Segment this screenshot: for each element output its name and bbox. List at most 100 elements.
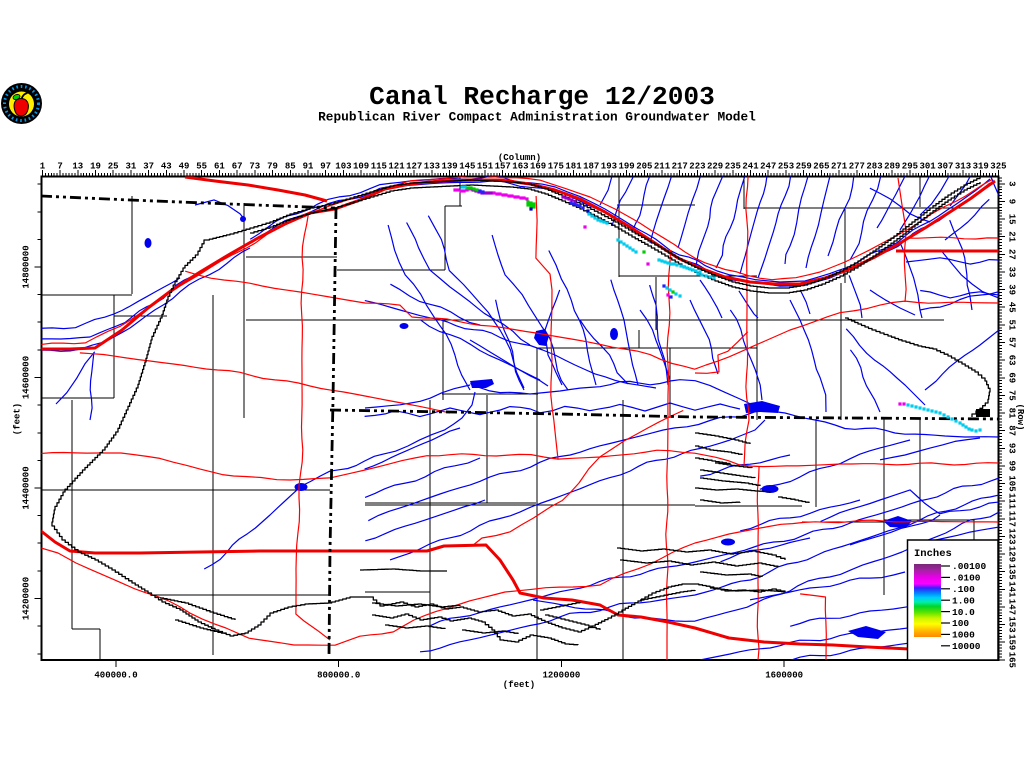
svg-text:49: 49 xyxy=(179,162,190,172)
svg-text:157: 157 xyxy=(495,162,511,172)
svg-text:800000.0: 800000.0 xyxy=(317,671,360,681)
svg-text:(feet): (feet) xyxy=(503,680,535,690)
svg-text:51: 51 xyxy=(1007,319,1017,330)
svg-text:147: 147 xyxy=(1007,599,1017,615)
svg-text:127: 127 xyxy=(406,162,422,172)
svg-text:9: 9 xyxy=(1007,199,1017,204)
svg-text:133: 133 xyxy=(424,162,440,172)
svg-text:55: 55 xyxy=(196,162,207,172)
svg-text:193: 193 xyxy=(601,162,617,172)
svg-text:313: 313 xyxy=(955,162,971,172)
svg-text:121: 121 xyxy=(388,162,405,172)
svg-text:241: 241 xyxy=(742,162,759,172)
svg-text:75: 75 xyxy=(1007,390,1017,401)
svg-text:33: 33 xyxy=(1007,267,1017,278)
svg-text:115: 115 xyxy=(371,162,387,172)
svg-text:111: 111 xyxy=(1007,493,1017,510)
svg-text:87: 87 xyxy=(1007,425,1017,436)
svg-text:37: 37 xyxy=(143,162,154,172)
svg-text:319: 319 xyxy=(973,162,989,172)
svg-text:103: 103 xyxy=(335,162,351,172)
svg-text:1: 1 xyxy=(40,162,46,172)
svg-text:85: 85 xyxy=(285,162,296,172)
svg-text:105: 105 xyxy=(1007,475,1017,491)
svg-text:217: 217 xyxy=(672,162,688,172)
svg-text:199: 199 xyxy=(618,162,634,172)
svg-text:99: 99 xyxy=(1007,460,1017,471)
svg-text:45: 45 xyxy=(1007,302,1017,313)
svg-text:39: 39 xyxy=(1007,284,1017,295)
svg-text:295: 295 xyxy=(902,162,918,172)
svg-text:21: 21 xyxy=(1007,231,1017,242)
svg-text:211: 211 xyxy=(654,162,671,172)
svg-text:135: 135 xyxy=(1007,564,1017,580)
svg-text:187: 187 xyxy=(583,162,599,172)
svg-text:139: 139 xyxy=(441,162,457,172)
svg-text:301: 301 xyxy=(919,162,936,172)
svg-text:Inches: Inches xyxy=(914,548,952,560)
svg-text:93: 93 xyxy=(1007,443,1017,454)
svg-text:247: 247 xyxy=(760,162,776,172)
svg-text:(feet): (feet) xyxy=(13,403,23,435)
svg-text:1600000: 1600000 xyxy=(765,671,803,681)
svg-text:.0100: .0100 xyxy=(952,573,981,584)
svg-text:151: 151 xyxy=(477,162,494,172)
svg-text:181: 181 xyxy=(565,162,582,172)
svg-text:283: 283 xyxy=(866,162,882,172)
svg-text:129: 129 xyxy=(1007,546,1017,562)
svg-text:223: 223 xyxy=(689,162,705,172)
svg-text:235: 235 xyxy=(725,162,741,172)
svg-text:13: 13 xyxy=(72,162,83,172)
svg-text:.100: .100 xyxy=(952,584,975,595)
svg-text:Canal Recharge 12/2003: Canal Recharge 12/2003 xyxy=(369,82,715,112)
svg-text:400000.0: 400000.0 xyxy=(94,671,137,681)
svg-text:Republican River Compact Admin: Republican River Compact Administration … xyxy=(318,110,756,125)
svg-text:63: 63 xyxy=(1007,355,1017,366)
svg-text:175: 175 xyxy=(548,162,564,172)
svg-text:19: 19 xyxy=(90,162,101,172)
svg-text:97: 97 xyxy=(320,162,331,172)
svg-text:69: 69 xyxy=(1007,372,1017,383)
svg-text:14200000: 14200000 xyxy=(22,577,32,620)
svg-text:81: 81 xyxy=(1007,408,1017,419)
svg-text:61: 61 xyxy=(214,162,225,172)
svg-text:109: 109 xyxy=(353,162,369,172)
svg-text:123: 123 xyxy=(1007,528,1017,544)
svg-text:169: 169 xyxy=(530,162,546,172)
svg-text:1.00: 1.00 xyxy=(952,595,975,606)
svg-text:325: 325 xyxy=(990,162,1006,172)
svg-text:141: 141 xyxy=(1007,581,1017,598)
svg-text:229: 229 xyxy=(707,162,723,172)
svg-text:(Column): (Column) xyxy=(498,153,541,163)
svg-text:15: 15 xyxy=(1007,214,1017,225)
svg-text:259: 259 xyxy=(796,162,812,172)
svg-text:159: 159 xyxy=(1007,634,1017,650)
svg-text:7: 7 xyxy=(57,162,62,172)
svg-text:265: 265 xyxy=(813,162,829,172)
svg-text:1000: 1000 xyxy=(952,630,975,641)
svg-text:.00100: .00100 xyxy=(952,561,987,572)
svg-text:165: 165 xyxy=(1007,652,1017,668)
svg-text:3: 3 xyxy=(1007,181,1017,186)
svg-text:31: 31 xyxy=(125,162,136,172)
svg-text:73: 73 xyxy=(249,162,260,172)
svg-text:289: 289 xyxy=(884,162,900,172)
svg-text:14800000: 14800000 xyxy=(22,245,32,288)
svg-text:43: 43 xyxy=(161,162,172,172)
svg-text:277: 277 xyxy=(849,162,865,172)
svg-text:145: 145 xyxy=(459,162,475,172)
svg-text:205: 205 xyxy=(636,162,652,172)
svg-text:253: 253 xyxy=(778,162,794,172)
svg-text:1200000: 1200000 xyxy=(542,671,580,681)
svg-text:14600000: 14600000 xyxy=(22,356,32,399)
svg-text:10.0: 10.0 xyxy=(952,607,975,618)
svg-text:91: 91 xyxy=(303,162,314,172)
svg-text:307: 307 xyxy=(937,162,953,172)
svg-text:117: 117 xyxy=(1007,511,1017,527)
svg-text:67: 67 xyxy=(232,162,243,172)
svg-text:25: 25 xyxy=(108,162,119,172)
svg-text:153: 153 xyxy=(1007,616,1017,632)
svg-text:100: 100 xyxy=(952,618,969,629)
svg-text:(Row): (Row) xyxy=(1015,403,1024,430)
svg-text:271: 271 xyxy=(831,162,848,172)
